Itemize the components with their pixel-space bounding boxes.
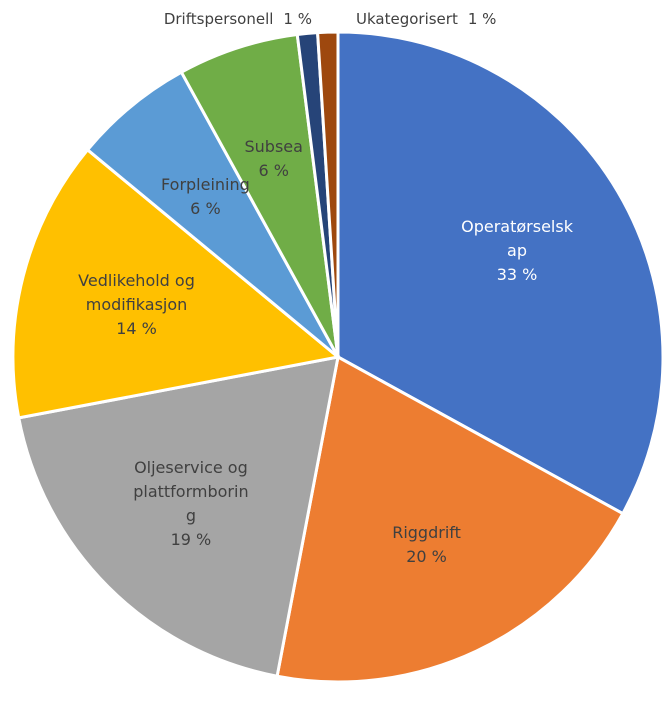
slice-value: 6 % — [258, 161, 289, 181]
pie-slice — [316, 30, 340, 358]
slice-value: 1 % — [467, 10, 497, 28]
outside-label: Driftspersonell 1 % — [164, 10, 312, 28]
slice-value: 19 % — [170, 530, 212, 550]
slice-value: 14 % — [116, 319, 157, 339]
slice-value: 33 % — [496, 265, 538, 285]
pie-slice — [336, 30, 665, 516]
slice-name: Riggdrift — [392, 523, 461, 543]
slice-name: Forpleining — [161, 174, 250, 194]
slice-value: 1 % — [283, 10, 312, 28]
pie-slice — [179, 32, 340, 358]
slice-label: Subsea 6 % — [214, 135, 334, 183]
pie-slice — [17, 355, 340, 678]
slice-label: Operatørselskap 33 % — [457, 215, 577, 287]
slice-name: Vedlikehold og modifikasjon — [78, 271, 195, 315]
slice-label: Oljeservice og plattformboring 19 % — [131, 456, 251, 552]
slice-name: Subsea — [244, 137, 303, 157]
slice-name: Oljeservice og plattformboring — [133, 458, 249, 526]
outside-label: Ukategorisert 1 % — [356, 10, 496, 28]
slice-label: Vedlikehold og modifikasjon 14 % — [77, 269, 197, 341]
slice-name: Driftspersonell — [163, 10, 274, 28]
slice-value: 6 % — [190, 198, 221, 218]
slice-name: Ukategorisert — [356, 10, 458, 28]
slice-value: 20 % — [406, 547, 447, 567]
pie-slice — [11, 147, 342, 420]
slice-name: Operatørselskap — [461, 217, 573, 261]
pie-slice — [275, 354, 625, 684]
pie-slice — [85, 70, 340, 359]
slice-label: Riggdrift 20 % — [367, 521, 487, 569]
slice-label: Forpleining 6 % — [145, 173, 265, 221]
